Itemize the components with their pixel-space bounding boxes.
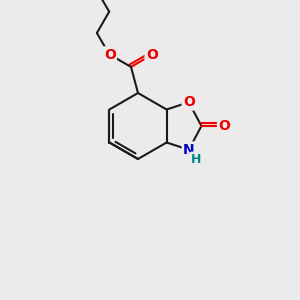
Text: H: H (191, 153, 202, 166)
Text: O: O (183, 95, 195, 109)
Text: O: O (146, 48, 158, 62)
Text: N: N (183, 143, 195, 157)
Text: O: O (104, 48, 116, 62)
Text: O: O (218, 119, 230, 133)
